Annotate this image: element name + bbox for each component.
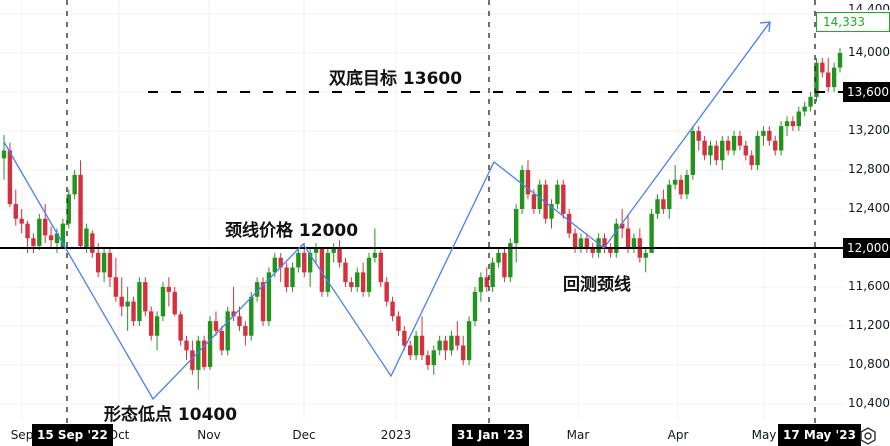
- current-price-badge: 14,333: [816, 12, 890, 32]
- annotation-double-bottom-target: 双底目标 13600: [329, 69, 463, 89]
- annotation-pattern-low: 形态低点 10400: [104, 405, 238, 425]
- y-tick-label: 11,200: [848, 318, 890, 332]
- horizontal-levels: [0, 91, 843, 249]
- x-tick-label: May: [751, 428, 777, 442]
- gear-icon[interactable]: [858, 426, 878, 446]
- x-tick-label: Nov: [197, 428, 221, 442]
- candlesticks: [1, 48, 843, 390]
- y-tick-label: 11,600: [848, 279, 890, 293]
- annotation-neckline-price: 颈线价格 12000: [225, 221, 359, 241]
- annotation-neckline-retest: 回测颈线: [563, 275, 631, 295]
- y-tick-label: 14,400: [848, 2, 890, 10]
- y-tick-label: 13,200: [848, 123, 890, 137]
- trend-line: [3, 21, 771, 401]
- x-tick-label: Oct: [108, 428, 130, 442]
- y-tick-label: 10,800: [848, 357, 890, 371]
- x-tick-label: Mar: [566, 428, 590, 442]
- vertical-date-markers: [66, 0, 816, 424]
- level-13600-badge: 13,600: [843, 82, 890, 102]
- y-tick-label: 14,000: [848, 45, 890, 59]
- level-12000-badge: 12,000: [843, 238, 890, 258]
- x-tick-label: Sep: [10, 428, 34, 442]
- x-tick-label: Dec: [292, 428, 316, 442]
- date-marker-may-17: 17 May '23: [778, 424, 861, 446]
- x-tick-label: Apr: [667, 428, 689, 442]
- date-marker-sep-15: 15 Sep '22: [32, 424, 113, 446]
- x-tick-label: 2023: [380, 428, 412, 442]
- y-tick-label: 12,800: [848, 162, 890, 176]
- y-tick-label: 12,400: [848, 201, 890, 215]
- y-tick-label: 10,400: [848, 396, 890, 410]
- date-marker-jan-31: 31 Jan '23: [452, 424, 529, 446]
